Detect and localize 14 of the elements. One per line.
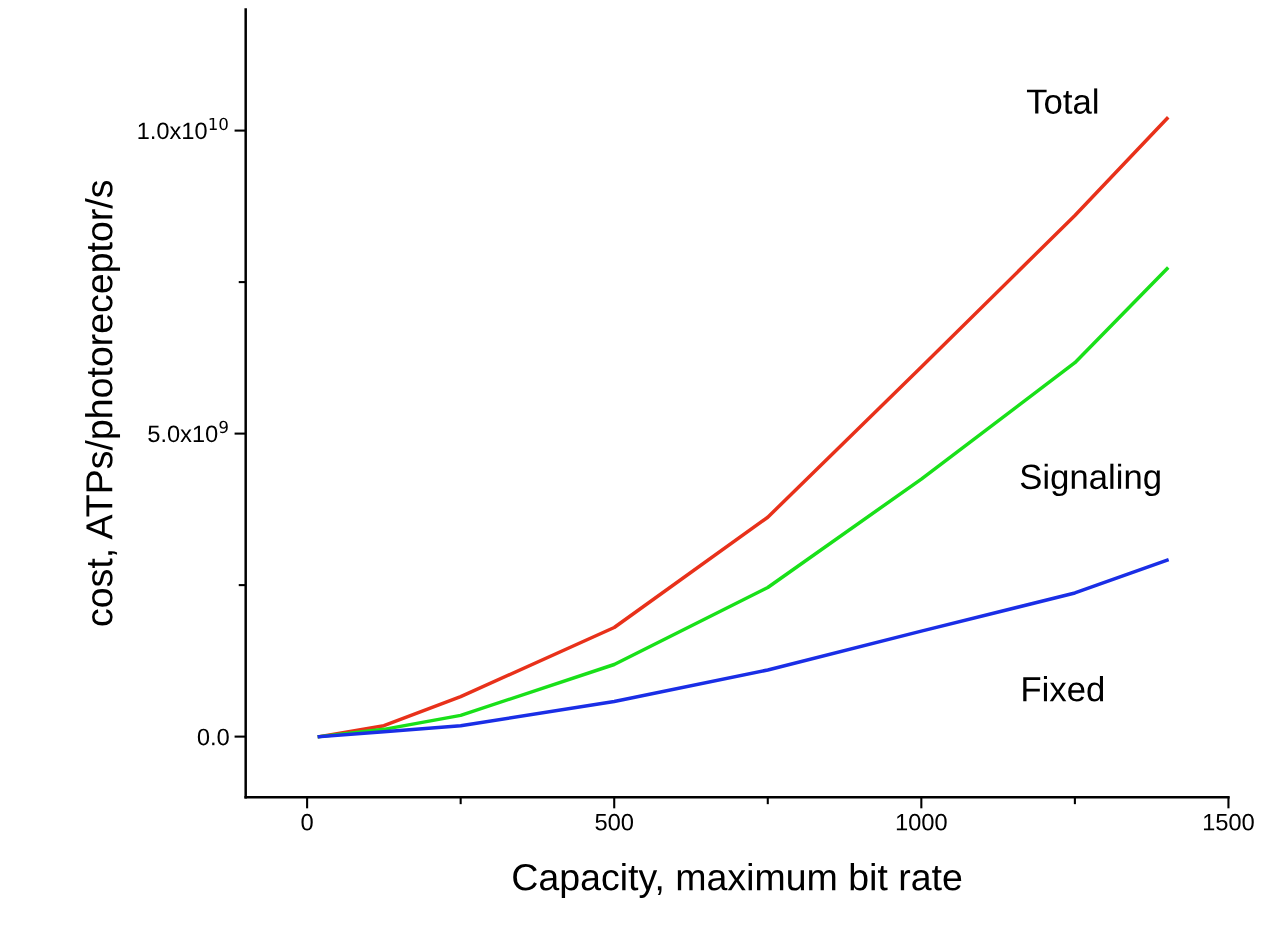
y-axis-title: cost, ATPs/photoreceptor/s xyxy=(85,180,121,626)
line-series xyxy=(317,116,1169,739)
x-axis-title: Capacity, maximum bit rate xyxy=(513,862,962,898)
x-tick-label: 1500 xyxy=(1203,813,1254,831)
x-tick-label: 1000 xyxy=(896,813,947,831)
y-tick-label: 1.0x10$^{10}$ xyxy=(138,117,228,140)
x-tick-label: 0 xyxy=(301,813,313,831)
series-label: Signaling xyxy=(1020,463,1160,497)
series-label: Fixed xyxy=(1023,676,1104,702)
x-tick-label: 500 xyxy=(595,813,633,831)
y-tick-label: 0.0 xyxy=(197,728,229,746)
line-series xyxy=(317,558,1169,739)
y-tick-label: 5.0x10$^{9}$ xyxy=(148,420,228,443)
series-label: Total xyxy=(1026,88,1098,114)
